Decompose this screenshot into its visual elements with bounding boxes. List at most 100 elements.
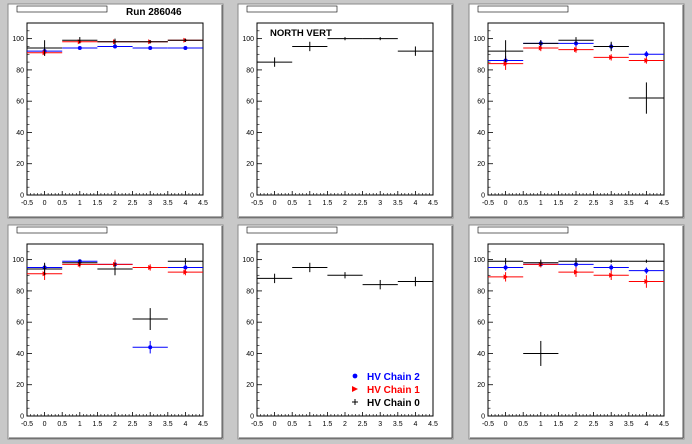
y-tick-label: 60 bbox=[16, 99, 24, 106]
y-tick-label: 100 bbox=[242, 257, 254, 264]
x-tick-label: 0.5 bbox=[518, 421, 528, 428]
y-tick-label: 40 bbox=[246, 130, 254, 137]
panel-title-box bbox=[477, 226, 569, 234]
x-tick-label: 1.5 bbox=[554, 200, 564, 207]
data-point-marker bbox=[503, 274, 509, 280]
x-tick-label: -0.5 bbox=[482, 421, 494, 428]
data-point-marker bbox=[183, 265, 188, 270]
x-tick-label: 2 bbox=[574, 200, 578, 207]
x-tick-label: 4 bbox=[183, 421, 187, 428]
x-tick-label: 4 bbox=[644, 200, 648, 207]
x-tick-label: 2.5 bbox=[128, 200, 138, 207]
data-point-marker bbox=[503, 265, 508, 270]
x-tick-label: 3 bbox=[148, 421, 152, 428]
x-tick-label: -0.5 bbox=[482, 200, 494, 207]
data-point-marker bbox=[183, 46, 188, 51]
legend-entry-chain-2: HV Chain 2 bbox=[352, 372, 420, 383]
x-tick-label: 1.5 bbox=[323, 421, 333, 428]
x-tick-label: 0.5 bbox=[287, 421, 297, 428]
x-tick-label: 1.5 bbox=[93, 421, 103, 428]
x-tick-label: 3 bbox=[378, 200, 382, 207]
y-tick-label: 60 bbox=[246, 99, 254, 106]
x-tick-label: 2.5 bbox=[358, 200, 368, 207]
x-tick-label: 3 bbox=[609, 200, 613, 207]
y-tick-label: 100 bbox=[12, 257, 24, 264]
x-tick-label: 2 bbox=[113, 421, 117, 428]
x-tick-label: 2.5 bbox=[589, 200, 599, 207]
x-tick-label: 3.5 bbox=[393, 421, 403, 428]
data-series bbox=[488, 261, 664, 288]
y-tick-label: 60 bbox=[246, 320, 254, 327]
x-tick-label: 1.5 bbox=[323, 200, 333, 207]
plot-area bbox=[256, 22, 434, 196]
y-tick-label: 20 bbox=[477, 382, 485, 389]
x-tick-label: 4 bbox=[413, 200, 417, 207]
data-point-marker bbox=[113, 44, 117, 49]
panel-title-box bbox=[16, 226, 108, 234]
y-tick-label: 40 bbox=[477, 351, 485, 358]
x-tick-label: 0 bbox=[504, 200, 508, 207]
x-tick-label: 4.5 bbox=[659, 200, 669, 207]
x-tick-label: -0.5 bbox=[21, 421, 33, 428]
x-tick-label: 2.5 bbox=[358, 421, 368, 428]
y-tick-label: 80 bbox=[16, 67, 24, 74]
panel-annotation: NORTH VERT bbox=[270, 28, 332, 39]
x-tick-label: 1 bbox=[308, 421, 312, 428]
plot-area bbox=[26, 22, 204, 196]
x-tick-label: 1.5 bbox=[554, 421, 564, 428]
data-point-marker bbox=[148, 345, 153, 350]
data-point-marker bbox=[574, 47, 579, 53]
legend-marker-chain-1 bbox=[352, 386, 358, 392]
x-tick-label: 0.5 bbox=[57, 200, 67, 207]
data-point-marker bbox=[183, 269, 188, 275]
legend-label-chain-0: HV Chain 0 bbox=[367, 398, 420, 409]
data-point-marker bbox=[148, 264, 153, 270]
x-tick-label: 4.5 bbox=[659, 421, 669, 428]
data-series bbox=[257, 262, 433, 290]
y-tick-label: 100 bbox=[242, 36, 254, 43]
y-tick-label: 80 bbox=[16, 288, 24, 295]
x-tick-label: -0.5 bbox=[251, 421, 263, 428]
y-tick-label: 40 bbox=[477, 130, 485, 137]
x-tick-label: 0 bbox=[504, 421, 508, 428]
x-tick-label: 4.5 bbox=[198, 200, 208, 207]
y-tick-label: 20 bbox=[477, 161, 485, 168]
data-point-marker bbox=[609, 54, 614, 60]
x-tick-label: 4 bbox=[183, 200, 187, 207]
data-point-marker bbox=[574, 269, 579, 275]
y-tick-label: 60 bbox=[477, 99, 485, 106]
x-tick-label: 3.5 bbox=[163, 421, 173, 428]
x-tick-label: 0 bbox=[43, 200, 47, 207]
x-tick-label: 4.5 bbox=[428, 421, 438, 428]
y-tick-label: 0 bbox=[250, 414, 254, 421]
data-point-marker bbox=[77, 46, 82, 51]
y-tick-label: 20 bbox=[246, 382, 254, 389]
x-tick-label: 0 bbox=[43, 421, 47, 428]
legend-marker-chain-0 bbox=[352, 399, 358, 405]
y-tick-label: 80 bbox=[477, 67, 485, 74]
y-tick-label: 40 bbox=[246, 351, 254, 358]
x-tick-label: 2.5 bbox=[128, 421, 138, 428]
y-tick-label: 0 bbox=[20, 193, 24, 200]
x-tick-label: 1 bbox=[78, 200, 82, 207]
x-tick-label: 0.5 bbox=[287, 200, 297, 207]
data-point-marker bbox=[609, 272, 614, 278]
y-tick-label: 20 bbox=[16, 382, 24, 389]
y-tick-label: 80 bbox=[246, 288, 254, 295]
x-tick-label: 3 bbox=[148, 200, 152, 207]
y-tick-label: 0 bbox=[250, 193, 254, 200]
panel-title-box bbox=[477, 5, 569, 13]
data-point-marker bbox=[644, 58, 649, 64]
y-tick-label: 60 bbox=[477, 320, 485, 327]
x-tick-label: 2 bbox=[343, 421, 347, 428]
panel-title-box bbox=[246, 226, 338, 234]
x-tick-label: 4 bbox=[413, 421, 417, 428]
y-tick-label: 100 bbox=[12, 36, 24, 43]
legend-marker-chain-2 bbox=[352, 373, 358, 379]
legend-label-chain-2: HV Chain 2 bbox=[367, 372, 420, 383]
panel-title-box bbox=[16, 5, 108, 13]
y-tick-label: 40 bbox=[16, 130, 24, 137]
